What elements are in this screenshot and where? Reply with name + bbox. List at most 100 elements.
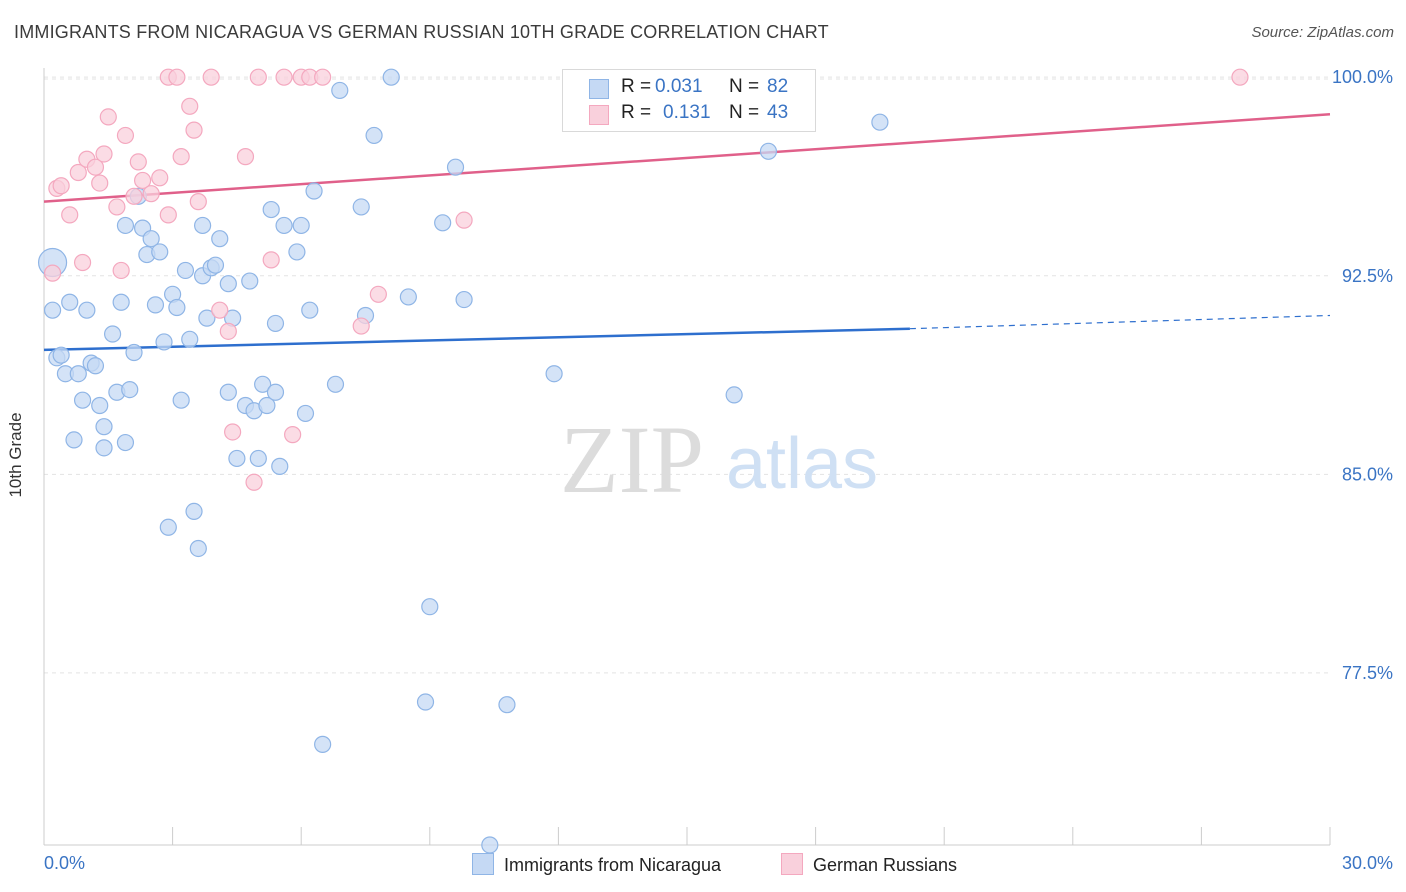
point-nicaragua	[326, 375, 345, 393]
point-german-russian	[112, 261, 130, 280]
point-german-russian	[249, 68, 267, 86]
point-nicaragua	[292, 216, 310, 235]
point-nicaragua	[382, 68, 400, 86]
point-nicaragua	[116, 216, 135, 235]
point-nicaragua	[168, 298, 186, 317]
point-nicaragua	[254, 375, 272, 393]
point-nicaragua	[95, 418, 113, 436]
bottom-legend-nicaragua: Immigrants from Nicaragua	[472, 853, 721, 875]
legend-r-label: R =	[621, 76, 652, 97]
point-nicaragua	[545, 365, 563, 383]
point-nicaragua	[481, 836, 499, 854]
point-german-russian	[142, 185, 160, 203]
point-nicaragua	[198, 309, 216, 327]
point-nicaragua	[241, 272, 259, 290]
trend-line-nicaragua-extension	[909, 314, 1331, 330]
point-german-russian	[168, 68, 186, 86]
point-german-russian	[116, 126, 135, 145]
point-nicaragua	[52, 346, 70, 364]
point-nicaragua	[112, 293, 130, 311]
point-nicaragua	[73, 391, 92, 409]
point-german-russian	[284, 426, 302, 444]
point-german-russian	[69, 163, 87, 182]
trend-line-nicaragua	[43, 327, 910, 352]
point-nicaragua	[69, 365, 87, 383]
point-german-russian	[129, 153, 147, 171]
point-nicaragua	[296, 404, 315, 423]
point-nicaragua	[305, 182, 323, 200]
point-german-russian	[314, 68, 332, 86]
point-german-russian	[91, 174, 109, 192]
point-german-russian	[1231, 68, 1249, 86]
watermark-atlas: atlas	[726, 424, 878, 504]
x-tick-label: 30.0%	[1342, 853, 1393, 873]
point-nicaragua	[86, 357, 105, 375]
point-german-russian	[352, 317, 370, 335]
point-nicaragua	[211, 230, 229, 248]
point-nicaragua	[121, 381, 139, 399]
point-nicaragua	[146, 296, 165, 314]
point-nicaragua	[271, 457, 289, 475]
bottom-legend-german-russians: German Russians	[781, 853, 957, 875]
point-german-russian	[125, 187, 143, 205]
point-german-russian	[211, 301, 229, 319]
point-german-russian	[369, 285, 387, 303]
point-nicaragua	[314, 735, 332, 753]
point-nicaragua	[228, 449, 246, 468]
point-german-russian	[99, 108, 117, 126]
x-tick-label: 0.0%	[44, 853, 85, 873]
point-german-russian	[52, 177, 70, 195]
point-nicaragua	[301, 301, 319, 319]
data-points	[37, 68, 1249, 854]
point-nicaragua	[446, 158, 465, 176]
y-tick-label: 77.5%	[1342, 663, 1393, 683]
point-nicaragua	[65, 431, 83, 449]
point-german-russian	[172, 148, 190, 166]
bottom-legend-label-nicaragua: Immigrants from Nicaragua	[504, 855, 722, 875]
point-german-russian	[95, 145, 113, 163]
legend-n-value-nicaragua: 82	[767, 76, 789, 97]
trend-line-german-russians	[43, 113, 1331, 203]
legend-n-label: N =	[729, 102, 760, 123]
point-nicaragua	[91, 396, 109, 415]
point-nicaragua	[172, 391, 190, 409]
point-nicaragua	[871, 113, 889, 131]
watermark: ZIP atlas	[560, 406, 878, 513]
point-nicaragua	[399, 288, 417, 306]
series-nicaragua	[37, 68, 889, 854]
y-tick-label: 100.0%	[1332, 67, 1393, 87]
bottom-legend-swatch-nicaragua	[472, 853, 494, 875]
source-label: Source: ZipAtlas.com	[1251, 24, 1394, 41]
point-nicaragua	[759, 142, 778, 160]
point-german-russian	[73, 253, 92, 272]
point-nicaragua	[185, 502, 203, 520]
point-german-russian	[43, 264, 62, 282]
point-nicaragua	[142, 230, 160, 248]
point-nicaragua	[258, 396, 276, 415]
point-german-russian	[159, 206, 177, 224]
point-german-russian	[189, 193, 207, 211]
gridlines	[44, 76, 1330, 674]
axes	[43, 68, 1331, 846]
legend-r-value-nicaragua: 0.031	[655, 76, 703, 97]
point-german-russian	[185, 121, 203, 139]
point-german-russian	[151, 169, 169, 187]
point-nicaragua	[95, 439, 113, 457]
point-nicaragua	[176, 261, 195, 280]
point-nicaragua	[498, 696, 516, 714]
point-nicaragua	[249, 449, 267, 468]
point-nicaragua	[219, 275, 237, 293]
point-nicaragua	[288, 243, 306, 261]
chart-title: IMMIGRANTS FROM NICARAGUA VS GERMAN RUSS…	[14, 22, 829, 42]
watermark-zip: ZIP	[560, 406, 704, 513]
legend-swatch-nicaragua	[589, 79, 609, 99]
point-nicaragua	[61, 293, 79, 311]
legend-n-label: N =	[729, 76, 760, 97]
point-nicaragua	[43, 301, 62, 319]
point-nicaragua	[266, 383, 285, 401]
point-nicaragua	[266, 314, 285, 333]
point-nicaragua	[262, 200, 280, 219]
point-german-russian	[262, 251, 280, 269]
point-nicaragua	[181, 330, 199, 348]
point-nicaragua	[421, 598, 439, 616]
